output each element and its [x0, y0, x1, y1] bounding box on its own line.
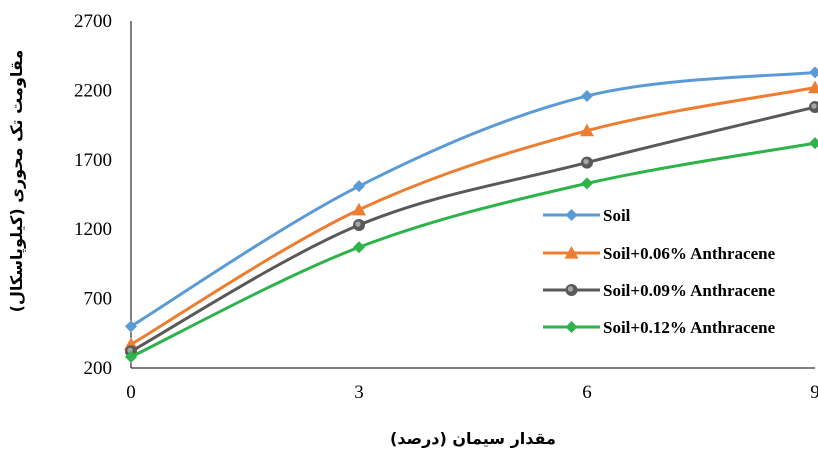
- y-tick-label: 2200: [74, 80, 112, 101]
- y-tick-labels: 200 700 1200 1700 2200 2700: [74, 11, 112, 379]
- marker-highlight: [567, 286, 574, 292]
- y-tick-label: 700: [84, 289, 113, 310]
- legend-marker: [565, 321, 578, 333]
- legend-label: Soil: [603, 206, 631, 225]
- data-point: [353, 180, 365, 193]
- data-point: [353, 219, 365, 232]
- data-point: [809, 101, 818, 114]
- series-1: [125, 66, 818, 333]
- data-point: [580, 123, 594, 137]
- x-tick-label: 0: [126, 382, 136, 403]
- x-tick-labels: 0 3 6 9: [126, 382, 818, 403]
- series-line: [129, 141, 817, 359]
- data-point: [125, 350, 137, 363]
- legend-label: Soil+0.12% Anthracene: [603, 318, 776, 337]
- data-point: [809, 66, 818, 79]
- marker-highlight: [355, 221, 361, 227]
- legend-item: Soil+0.12% Anthracene: [543, 318, 776, 337]
- series-line: [129, 70, 817, 328]
- y-tick-label: 2700: [74, 11, 112, 32]
- y-tick-label: 1700: [74, 150, 112, 171]
- series-4: [125, 137, 818, 363]
- axes: [130, 21, 815, 369]
- x-tick-label: 9: [810, 382, 818, 403]
- legend-label: Soil+0.06% Anthracene: [603, 244, 776, 263]
- data-point: [581, 177, 593, 190]
- legend-label: Soil+0.09% Anthracene: [603, 281, 776, 300]
- data-point: [808, 80, 818, 94]
- series-layer: [124, 66, 818, 363]
- data-point: [353, 241, 365, 254]
- marker-highlight: [811, 103, 817, 109]
- legend: Soil Soil+0.06% Anthracene Soil+0.09% Anth…: [543, 206, 776, 337]
- x-tick-label: 3: [354, 382, 364, 403]
- data-point: [581, 89, 593, 102]
- x-tick-label: 6: [582, 382, 592, 403]
- legend-item: Soil+0.09% Anthracene: [543, 281, 776, 300]
- series-line: [129, 86, 817, 346]
- legend-marker: [565, 284, 578, 296]
- legend-item: Soil: [543, 206, 631, 225]
- y-axis-title: مقاومت تک محوری (کیلوپاسکال): [7, 50, 27, 313]
- data-point: [352, 202, 366, 216]
- marker-highlight: [583, 158, 589, 165]
- legend-marker: [564, 246, 579, 259]
- series-line: [129, 105, 817, 353]
- y-tick-label: 200: [84, 358, 113, 379]
- y-tick-label: 1200: [74, 219, 112, 240]
- legend-item: Soil+0.06% Anthracene: [543, 244, 776, 263]
- series-2: [124, 80, 818, 351]
- legend-marker: [565, 209, 578, 221]
- x-axis-title: مقدار سیمان (درصد): [390, 429, 556, 448]
- data-point: [809, 137, 818, 150]
- data-point: [581, 156, 593, 169]
- data-point: [125, 320, 137, 333]
